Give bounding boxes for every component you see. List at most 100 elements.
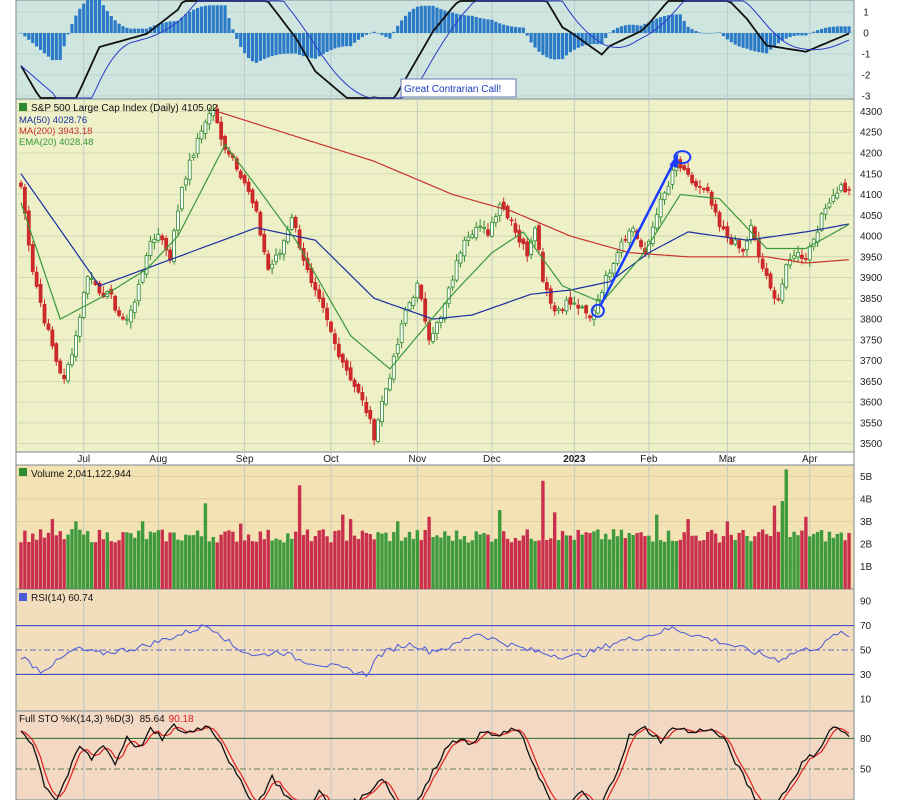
volume-bar-137 xyxy=(556,540,561,589)
macd-hist-184 xyxy=(741,33,745,48)
volume-bar-46 xyxy=(199,536,204,589)
candle-body-0 xyxy=(19,182,23,187)
volume-bar-200 xyxy=(804,516,808,589)
candle-body-189 xyxy=(760,258,765,269)
macd-hist-88 xyxy=(364,33,368,35)
candle-body-126 xyxy=(513,223,518,233)
macd-hist-93 xyxy=(384,33,388,38)
macd-hist-12 xyxy=(66,33,70,35)
volume-bar-166 xyxy=(670,540,675,589)
macd-hist-46 xyxy=(199,6,204,34)
macd-hist-125 xyxy=(509,26,514,33)
volume-bar-93 xyxy=(384,532,388,589)
candle-body-10 xyxy=(58,360,63,374)
macd-hist-80 xyxy=(333,33,337,49)
volume-bar-198 xyxy=(796,535,800,589)
candle-body-42 xyxy=(183,178,188,186)
candle-body-52 xyxy=(223,136,227,150)
candle-body-120 xyxy=(490,221,494,237)
macd-hist-194 xyxy=(780,33,784,41)
candle-body-105 xyxy=(431,332,435,342)
candle-body-171 xyxy=(690,174,694,184)
volume-bar-84 xyxy=(348,519,353,589)
macd-hist-201 xyxy=(808,33,812,34)
macd-hist-72 xyxy=(301,33,306,57)
macd-hist-121 xyxy=(494,21,498,33)
volume-bar-208 xyxy=(835,533,839,589)
macd-hist-126 xyxy=(513,26,518,33)
macd-hist-29 xyxy=(133,28,137,33)
macd-hist-116 xyxy=(474,16,478,33)
candle-body-7 xyxy=(46,323,51,330)
volume-bar-159 xyxy=(643,536,647,589)
macd-hist-103 xyxy=(423,5,427,33)
macd-hist-136 xyxy=(553,33,557,60)
macd-hist-129 xyxy=(525,33,529,36)
candle-body-100 xyxy=(411,297,416,306)
candle-body-127 xyxy=(517,229,522,243)
volume-bar-169 xyxy=(682,532,686,589)
price-tick-label-1: 4250 xyxy=(860,128,883,139)
volume-bar-49 xyxy=(211,536,215,589)
macd-hist-146 xyxy=(592,33,596,45)
volume-bar-63 xyxy=(266,529,270,589)
volume-bar-32 xyxy=(144,539,149,589)
volume-bar-157 xyxy=(635,533,639,589)
macd-hist-57 xyxy=(243,33,247,54)
month-label-2: Sep xyxy=(236,454,254,465)
candle-body-91 xyxy=(376,419,380,442)
macd-hist-145 xyxy=(588,33,592,45)
volume-bar-45 xyxy=(195,530,200,589)
volume-bar-13 xyxy=(70,529,74,589)
candle-body-112 xyxy=(458,252,463,264)
volume-bar-127 xyxy=(517,540,522,589)
rsi-tick-label-1: 70 xyxy=(860,621,872,632)
volume-bar-75 xyxy=(313,536,318,589)
month-label-7: Feb xyxy=(640,454,658,465)
macd-hist-204 xyxy=(819,28,824,33)
price-tick-label-3: 4150 xyxy=(860,169,883,180)
volume-bar-170 xyxy=(686,519,690,589)
candle-body-210 xyxy=(843,182,848,193)
macd-hist-115 xyxy=(470,15,474,33)
volume-bar-44 xyxy=(191,535,196,589)
candle-body-143 xyxy=(580,306,585,309)
macd-hist-59 xyxy=(250,33,255,62)
macd-hist-188 xyxy=(757,33,761,53)
macd-hist-203 xyxy=(816,30,820,33)
volume-bar-109 xyxy=(447,535,451,589)
annotation-end-circle xyxy=(673,150,692,165)
macd-hist-211 xyxy=(847,26,851,33)
macd-hist-61 xyxy=(258,33,262,61)
macd-hist-187 xyxy=(753,33,757,52)
macd-hist-52 xyxy=(223,5,227,33)
candle-body-142 xyxy=(576,304,581,309)
volume-bar-30 xyxy=(136,530,141,589)
macd-hist-168 xyxy=(678,14,682,34)
candle-body-206 xyxy=(827,202,832,208)
candle-body-201 xyxy=(807,246,812,261)
macd-hist-16 xyxy=(82,3,86,33)
macd-hist-182 xyxy=(733,33,737,45)
candle-body-166 xyxy=(670,169,675,185)
candle-body-145 xyxy=(588,315,592,319)
stochastic-panel xyxy=(16,722,854,800)
macd-hist-105 xyxy=(431,5,435,33)
candle-body-41 xyxy=(179,187,184,210)
macd-hist-42 xyxy=(184,14,188,33)
candle-body-2 xyxy=(26,210,31,246)
candle-body-153 xyxy=(619,241,624,253)
macd-hist-40 xyxy=(176,20,180,33)
candle-body-173 xyxy=(698,186,702,188)
macd-hist-199 xyxy=(800,33,804,36)
candle-body-205 xyxy=(823,207,828,215)
macd-hist-63 xyxy=(266,33,270,58)
macd-hist-26 xyxy=(121,26,125,33)
candle-body-128 xyxy=(521,238,526,245)
volume-bar-25 xyxy=(117,540,121,589)
price-title-icon xyxy=(19,103,27,111)
annotation-start-circle xyxy=(590,303,605,318)
volume-title-icon xyxy=(19,468,27,476)
macd-hist-67 xyxy=(282,33,286,54)
candle-body-32 xyxy=(144,255,149,275)
